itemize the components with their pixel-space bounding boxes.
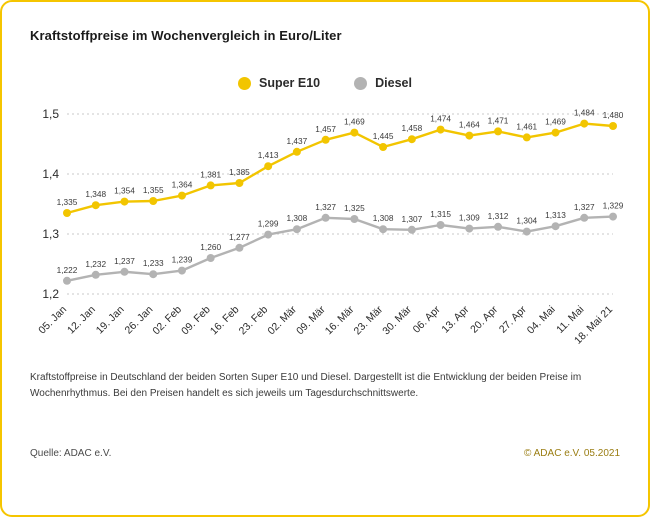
- svg-text:1,260: 1,260: [200, 242, 221, 252]
- svg-text:1,458: 1,458: [401, 123, 422, 133]
- svg-text:1,348: 1,348: [85, 189, 106, 199]
- legend-label: Diesel: [375, 76, 412, 90]
- svg-text:12. Jan: 12. Jan: [65, 304, 98, 337]
- svg-text:1,484: 1,484: [574, 108, 595, 118]
- svg-text:09. Mär: 09. Mär: [294, 303, 328, 337]
- svg-text:1,232: 1,232: [85, 259, 106, 269]
- svg-text:1,335: 1,335: [57, 197, 78, 207]
- svg-text:1,354: 1,354: [114, 186, 135, 196]
- fuel-price-chart: 1,5 1,4 1,3 1,2 05. Jan 12. Jan 19. Jan 26. Jan…: [27, 98, 627, 356]
- svg-text:1,237: 1,237: [114, 256, 135, 266]
- svg-text:1,325: 1,325: [344, 203, 365, 213]
- svg-text:23. Feb: 23. Feb: [237, 304, 271, 338]
- source-text: Quelle: ADAC e.V.: [30, 448, 112, 459]
- legend-label: Super E10: [259, 76, 321, 90]
- svg-text:1,299: 1,299: [258, 219, 279, 229]
- svg-text:1,364: 1,364: [172, 180, 193, 190]
- svg-text:1,312: 1,312: [488, 211, 509, 221]
- svg-text:1,445: 1,445: [373, 131, 394, 141]
- footer: Quelle: ADAC e.V. © ADAC e.V. 05.2021: [30, 448, 620, 459]
- svg-text:1,304: 1,304: [516, 216, 537, 226]
- super-e10-swatch-icon: [238, 76, 251, 90]
- svg-text:19. Jan: 19. Jan: [94, 304, 127, 337]
- svg-text:04. Mai: 04. Mai: [525, 304, 558, 337]
- svg-text:1,5: 1,5: [42, 107, 59, 121]
- copyright-text: © ADAC e.V. 05.2021: [524, 448, 620, 459]
- svg-text:1,461: 1,461: [516, 121, 537, 131]
- svg-text:1,355: 1,355: [143, 185, 164, 195]
- svg-text:1,385: 1,385: [229, 167, 250, 177]
- svg-text:1,3: 1,3: [42, 227, 59, 241]
- svg-text:05. Jan: 05. Jan: [36, 304, 69, 337]
- svg-text:1,277: 1,277: [229, 232, 250, 242]
- svg-text:02. Mär: 02. Mär: [265, 303, 299, 337]
- page-title: Kraftstoffpreise im Wochenvergleich in E…: [30, 28, 342, 43]
- svg-text:23. Mär: 23. Mär: [352, 303, 386, 337]
- svg-text:1,327: 1,327: [574, 202, 595, 212]
- svg-text:1,4: 1,4: [42, 167, 59, 181]
- svg-text:06. Apr: 06. Apr: [411, 303, 443, 335]
- svg-text:09. Feb: 09. Feb: [179, 304, 213, 338]
- svg-text:1,315: 1,315: [430, 209, 451, 219]
- svg-text:1,474: 1,474: [430, 114, 451, 124]
- svg-text:1,480: 1,480: [603, 110, 624, 120]
- svg-text:1,469: 1,469: [344, 117, 365, 127]
- svg-text:1,471: 1,471: [488, 115, 509, 125]
- svg-text:1,381: 1,381: [200, 169, 221, 179]
- svg-text:1,307: 1,307: [401, 214, 422, 224]
- legend-item-super-e10: Super E10: [238, 76, 320, 90]
- svg-text:16. Mär: 16. Mär: [323, 303, 357, 337]
- svg-text:1,469: 1,469: [545, 117, 566, 127]
- svg-text:1,239: 1,239: [172, 255, 193, 265]
- svg-text:1,233: 1,233: [143, 258, 164, 268]
- svg-text:02. Feb: 02. Feb: [150, 304, 184, 338]
- svg-text:16. Feb: 16. Feb: [208, 304, 242, 338]
- svg-text:1,309: 1,309: [459, 213, 480, 223]
- svg-text:1,327: 1,327: [315, 202, 336, 212]
- svg-text:13. Apr: 13. Apr: [439, 303, 471, 335]
- svg-text:1,437: 1,437: [287, 136, 308, 146]
- diesel-swatch-icon: [354, 76, 368, 90]
- svg-text:27. Apr: 27. Apr: [497, 303, 529, 335]
- svg-text:20. Apr: 20. Apr: [468, 303, 500, 335]
- svg-text:1,329: 1,329: [603, 201, 624, 211]
- svg-text:1,308: 1,308: [373, 213, 394, 223]
- svg-text:1,313: 1,313: [545, 210, 566, 220]
- chart-caption: Kraftstoffpreise in Deutschland der beid…: [30, 372, 582, 399]
- svg-text:1,222: 1,222: [57, 265, 78, 275]
- chart-legend: Super E10 Diesel: [2, 76, 648, 90]
- svg-text:1,308: 1,308: [287, 213, 308, 223]
- svg-text:1,464: 1,464: [459, 120, 480, 130]
- svg-text:1,2: 1,2: [42, 287, 59, 301]
- svg-text:1,413: 1,413: [258, 150, 279, 160]
- legend-item-diesel: Diesel: [354, 76, 412, 90]
- svg-text:26. Jan: 26. Jan: [122, 304, 155, 337]
- svg-text:1,457: 1,457: [315, 124, 336, 134]
- svg-text:30. Mär: 30. Mär: [380, 303, 414, 337]
